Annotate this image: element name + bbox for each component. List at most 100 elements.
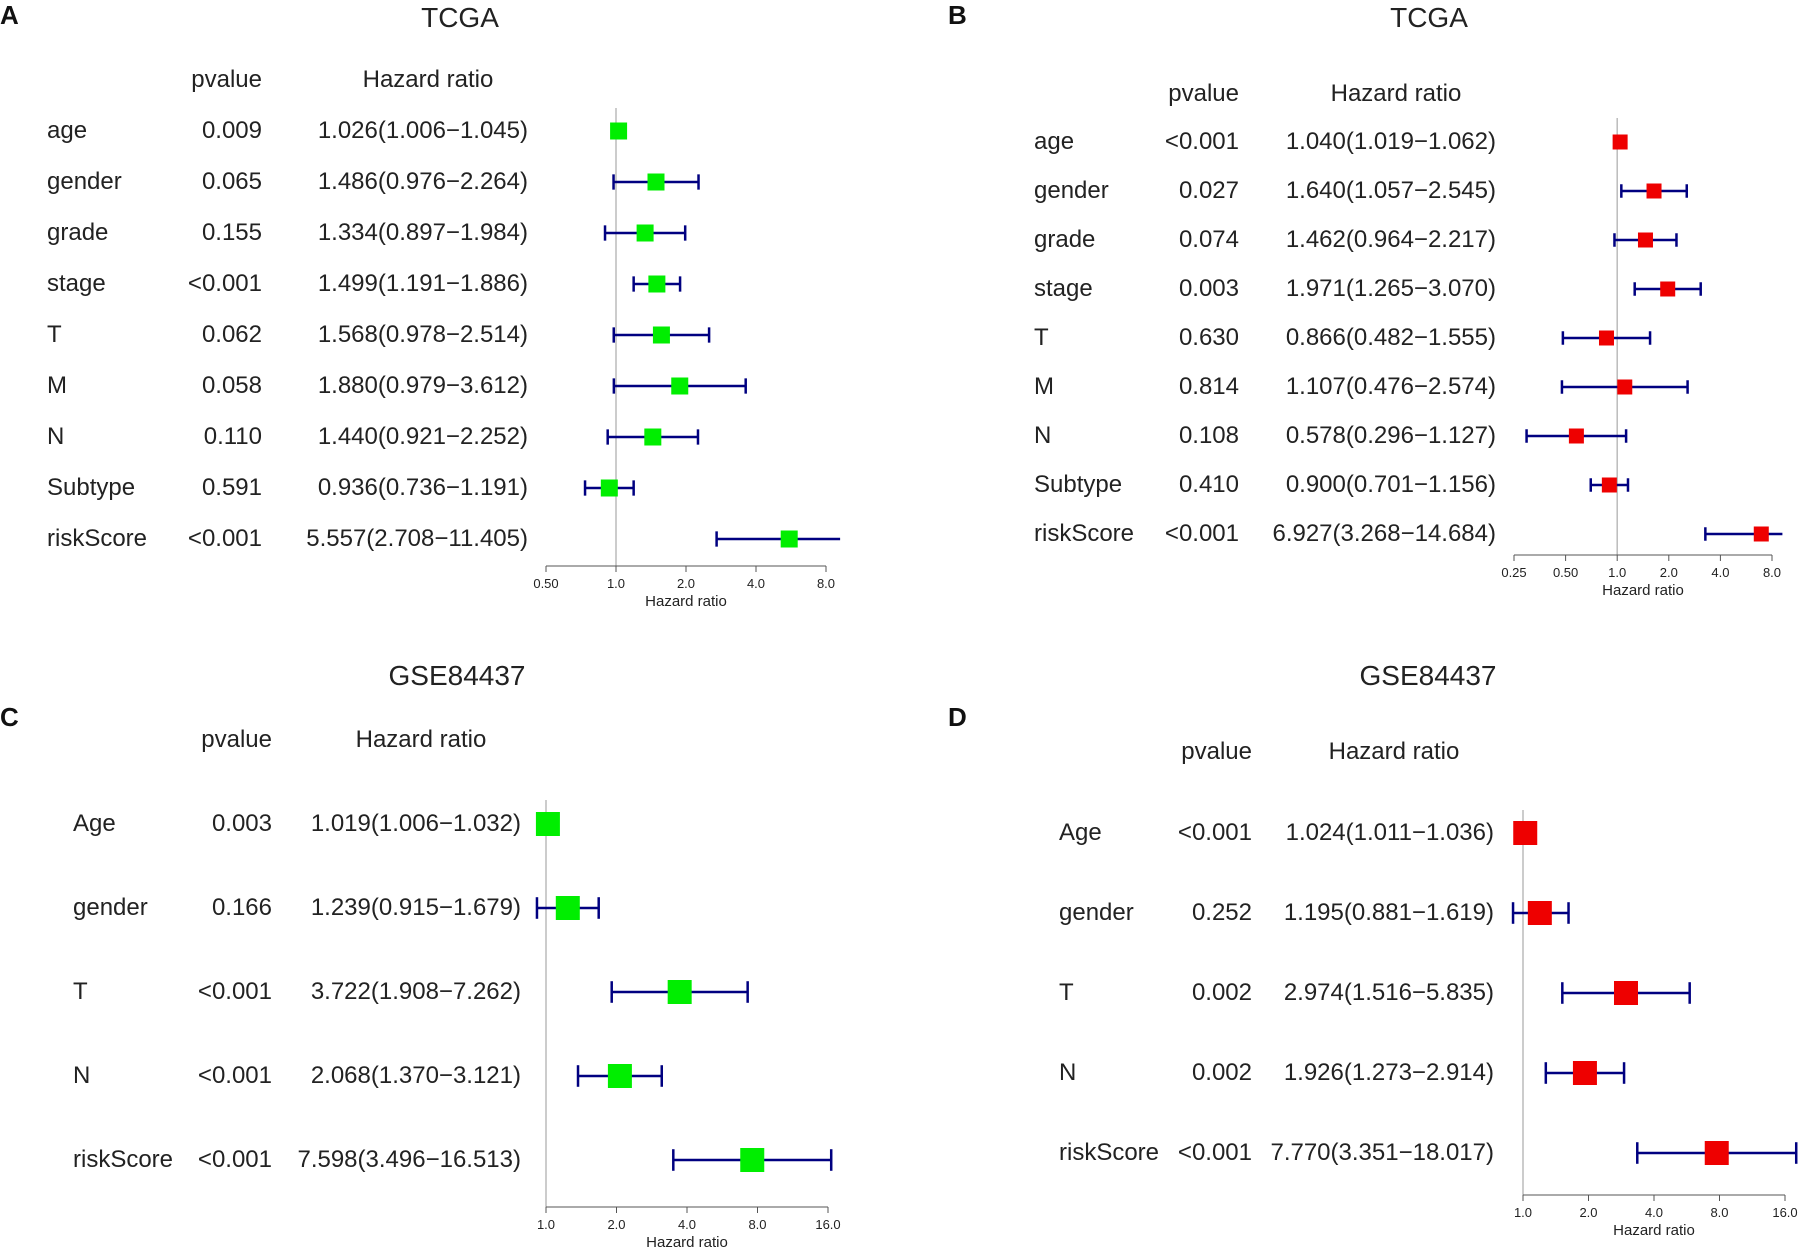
row-label: riskScore [1059,1139,1160,1166]
x-tick-label: 2.0 [607,1217,625,1232]
hazard-ratio-marker [1601,477,1617,493]
row-hazard-ratio: 2.974(1.516−5.835) [1283,979,1494,1006]
row-pvalue: 0.002 [1191,979,1252,1006]
row-pvalue: <0.001 [187,525,262,552]
x-tick-label: 16.0 [815,1217,840,1232]
row-pvalue: 0.002 [1191,1059,1252,1086]
hazard-ratio-marker [555,896,580,920]
row-hazard-ratio: 1.107(0.476−2.574) [1285,373,1496,400]
row-hazard-ratio: 1.462(0.964−2.217) [1285,226,1496,253]
row-pvalue: 0.110 [203,423,262,450]
hazard-ratio-header: Hazard ratio [362,66,494,93]
hazard-ratio-marker [652,326,670,344]
row-pvalue: 0.009 [201,117,262,144]
row-hazard-ratio: 1.640(1.057−2.545) [1285,177,1496,204]
hazard-ratio-header: Hazard ratio [1328,738,1460,765]
row-hazard-ratio: 1.040(1.019−1.062) [1285,128,1496,155]
row-pvalue: <0.001 [1177,819,1252,846]
row-label: T [47,321,62,348]
row-label: Subtype [1034,471,1123,498]
x-axis-label: Hazard ratio [645,593,727,610]
x-axis-label: Hazard ratio [646,1234,728,1251]
x-tick-label: 2.0 [1579,1205,1597,1220]
hazard-ratio-marker [1637,232,1653,248]
row-label: grade [47,219,109,246]
hazard-ratio-marker [780,530,798,548]
row-hazard-ratio: 1.486(0.976−2.264) [317,168,528,195]
row-pvalue: 0.166 [211,894,272,921]
forest-plot: 1.0 2.0 4.0 8.0 16.0 Hazard ratio [1511,810,1798,1239]
x-tick-label: 1.0 [607,576,625,591]
row-pvalue: <0.001 [197,1062,272,1089]
row-label: N [47,423,65,450]
x-tick-label: 1.0 [537,1217,555,1232]
hazard-ratio-marker [1646,183,1662,199]
ci-whisker [715,531,841,547]
hazard-ratio-marker [607,1064,632,1088]
hazard-ratio-marker [740,1148,765,1172]
panel-letter-b: B [948,0,967,30]
hazard-ratio-marker [648,275,666,293]
hazard-ratio-marker [610,122,628,140]
row-pvalue: 0.058 [201,372,262,399]
hazard-ratio-marker [1513,821,1538,845]
row-label: T [1034,324,1049,351]
pvalue-header: pvalue [1181,738,1252,765]
hazard-ratio-marker [1613,981,1638,1005]
row-pvalue: 0.591 [201,474,262,501]
hazard-ratio-marker [1598,330,1614,346]
x-tick-label: 8.0 [748,1217,766,1232]
x-tick-label: 4.0 [1711,565,1729,580]
row-pvalue: 0.003 [1178,275,1239,302]
row-hazard-ratio: 1.024(1.011−1.036) [1285,819,1494,846]
hazard-ratio-marker [671,377,689,395]
row-pvalue: 0.814 [1178,373,1239,400]
hazard-ratio-header: Hazard ratio [1330,80,1462,107]
row-hazard-ratio: 3.722(1.908−7.262) [310,978,521,1005]
hazard-ratio-marker [1527,901,1552,925]
row-pvalue: 0.252 [1191,899,1252,926]
forest-plot: 0.50 1.0 2.0 4.0 8.0 Hazard ratio [533,108,841,610]
row-pvalue: 0.003 [211,810,272,837]
hazard-ratio-marker [1753,526,1769,542]
hazard-ratio-marker [600,479,618,497]
hazard-ratio-marker [1568,428,1584,444]
hazard-ratio-marker [1617,379,1633,395]
x-tick-label: 1.0 [1514,1205,1532,1220]
panel-letter-c: C [0,702,19,732]
row-label: Age [73,810,116,837]
row-hazard-ratio: 7.598(3.496−16.513) [297,1146,521,1173]
panel-letter-a: A [0,0,19,30]
x-axis-label: Hazard ratio [1613,1222,1695,1239]
x-tick-label: 8.0 [1710,1205,1728,1220]
row-label: riskScore [73,1146,174,1173]
hazard-ratio-marker [667,980,692,1004]
hazard-ratio-marker [535,812,560,836]
row-pvalue: <0.001 [1177,1139,1252,1166]
hazard-ratio-marker [1612,134,1628,150]
row-label: N [1059,1059,1077,1086]
hazard-ratio-marker [647,173,665,191]
hazard-ratio-marker [644,428,662,446]
row-pvalue: <0.001 [1164,128,1239,155]
row-hazard-ratio: 1.334(0.897−1.984) [317,219,528,246]
x-tick-label: 4.0 [747,576,765,591]
forest-plot: 1.0 2.0 4.0 8.0 16.0 Hazard ratio [535,800,841,1251]
row-label: M [47,372,67,399]
hazard-ratio-marker [1572,1061,1597,1085]
row-hazard-ratio: 0.936(0.736−1.191) [317,474,528,501]
panel-letter-d: D [948,702,967,732]
row-hazard-ratio: 1.880(0.979−3.612) [317,372,528,399]
row-label: gender [73,894,148,921]
row-pvalue: 0.630 [1178,324,1239,351]
row-label: riskScore [47,525,148,552]
row-pvalue: 0.410 [1178,471,1239,498]
chart-title: TCGA [421,2,499,33]
row-pvalue: 0.074 [1178,226,1239,253]
row-label: Age [1059,819,1102,846]
pvalue-header: pvalue [201,726,272,753]
row-hazard-ratio: 1.026(1.006−1.045) [317,117,528,144]
row-label: M [1034,373,1054,400]
row-pvalue: <0.001 [187,270,262,297]
x-tick-label: 0.50 [1553,565,1578,580]
